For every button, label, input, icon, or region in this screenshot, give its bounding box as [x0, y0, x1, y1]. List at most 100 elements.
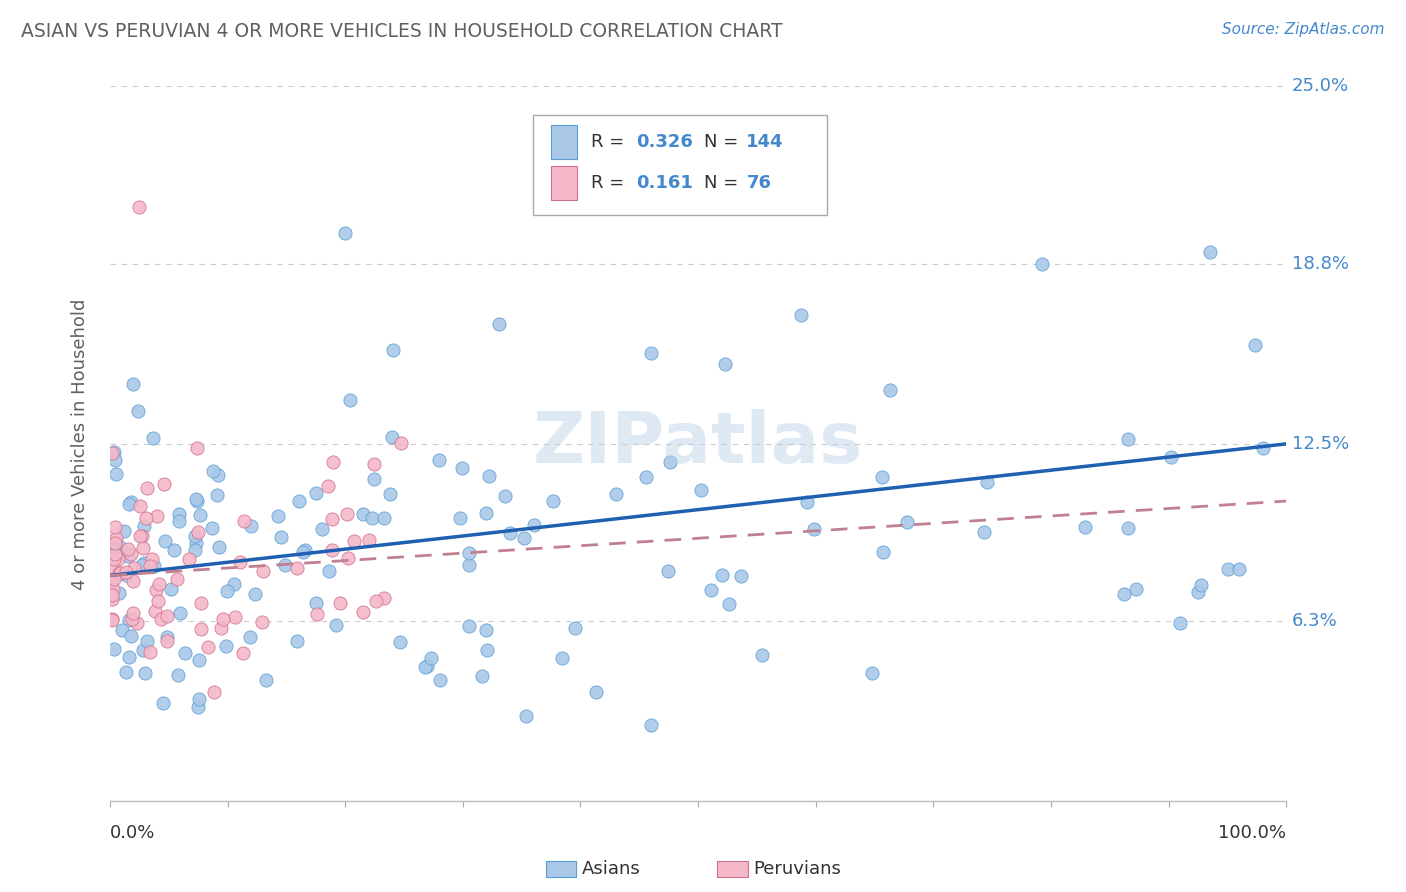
Point: [107, 551, 129, 566]
Point: [104, 520, 127, 534]
Point: [136, 481, 159, 495]
Point: [188, 508, 211, 523]
Point: [316, 479, 339, 493]
Point: [321, 512, 343, 526]
Point: [488, 317, 510, 331]
Point: [160, 582, 183, 597]
Point: [294, 543, 316, 558]
Point: [564, 621, 586, 635]
Point: [103, 641, 125, 656]
Point: [318, 564, 340, 578]
Point: [710, 568, 733, 582]
Point: [543, 493, 565, 508]
Point: [103, 453, 125, 467]
Point: [187, 700, 209, 714]
Point: [352, 508, 374, 522]
Point: [429, 673, 451, 687]
Point: [1114, 587, 1136, 601]
Point: [634, 470, 657, 484]
Point: [325, 618, 347, 632]
Point: [163, 543, 186, 558]
Point: [118, 614, 141, 628]
Point: [166, 572, 188, 586]
Point: [796, 494, 818, 508]
Point: [640, 345, 662, 359]
Point: [111, 624, 134, 638]
Point: [132, 541, 155, 556]
Point: [167, 507, 190, 521]
Point: [112, 524, 135, 539]
Point: [471, 669, 494, 683]
Point: [149, 612, 172, 626]
Point: [152, 697, 174, 711]
Text: 76: 76: [747, 174, 772, 192]
Point: [427, 453, 450, 467]
Point: [104, 532, 127, 546]
Point: [640, 718, 662, 732]
Point: [110, 566, 132, 581]
Point: [179, 551, 201, 566]
Point: [361, 511, 384, 525]
Point: [270, 530, 292, 544]
Text: Peruvians: Peruvians: [754, 860, 842, 878]
Point: [139, 559, 162, 574]
Point: [291, 545, 314, 559]
Point: [1227, 561, 1250, 575]
Text: N =: N =: [704, 174, 738, 192]
Point: [475, 642, 498, 657]
Point: [239, 518, 262, 533]
Point: [1160, 450, 1182, 465]
Point: [449, 511, 471, 525]
Point: [145, 583, 167, 598]
Point: [382, 343, 405, 357]
Point: [339, 393, 361, 408]
Point: [717, 597, 740, 611]
Point: [156, 634, 179, 648]
Point: [232, 646, 254, 660]
Point: [475, 507, 498, 521]
Point: [156, 631, 179, 645]
Point: [146, 509, 169, 524]
Point: [108, 566, 131, 581]
Point: [222, 577, 245, 591]
Text: Asians: Asians: [582, 860, 641, 878]
Point: [352, 605, 374, 619]
Point: [101, 560, 124, 574]
Point: [101, 613, 124, 627]
Point: [605, 487, 627, 501]
Point: [134, 519, 156, 533]
Point: [515, 709, 537, 723]
Point: [1244, 338, 1267, 352]
Point: [131, 643, 153, 657]
Point: [458, 546, 481, 560]
Point: [659, 455, 682, 469]
Point: [416, 659, 439, 673]
Point: [169, 606, 191, 620]
Point: [104, 467, 127, 482]
Point: [101, 446, 124, 460]
Point: [202, 464, 225, 478]
Point: [550, 650, 572, 665]
Point: [976, 475, 998, 489]
Point: [790, 308, 813, 322]
Point: [153, 533, 176, 548]
Point: [167, 668, 190, 682]
Point: [363, 473, 385, 487]
Point: [103, 551, 125, 566]
Point: [478, 468, 501, 483]
Point: [336, 507, 359, 521]
Point: [120, 495, 142, 509]
Text: 144: 144: [747, 133, 783, 152]
Text: R =: R =: [591, 133, 624, 152]
Point: [207, 468, 229, 483]
Point: [1074, 520, 1097, 534]
Point: [197, 640, 219, 654]
Point: [122, 561, 145, 575]
Text: ASIAN VS PERUVIAN 4 OR MORE VEHICLES IN HOUSEHOLD CORRELATION CHART: ASIAN VS PERUVIAN 4 OR MORE VEHICLES IN …: [21, 22, 783, 41]
FancyBboxPatch shape: [551, 166, 576, 200]
Point: [122, 574, 145, 589]
Point: [699, 583, 721, 598]
Point: [305, 486, 328, 500]
Point: [121, 612, 143, 626]
Point: [115, 665, 138, 680]
